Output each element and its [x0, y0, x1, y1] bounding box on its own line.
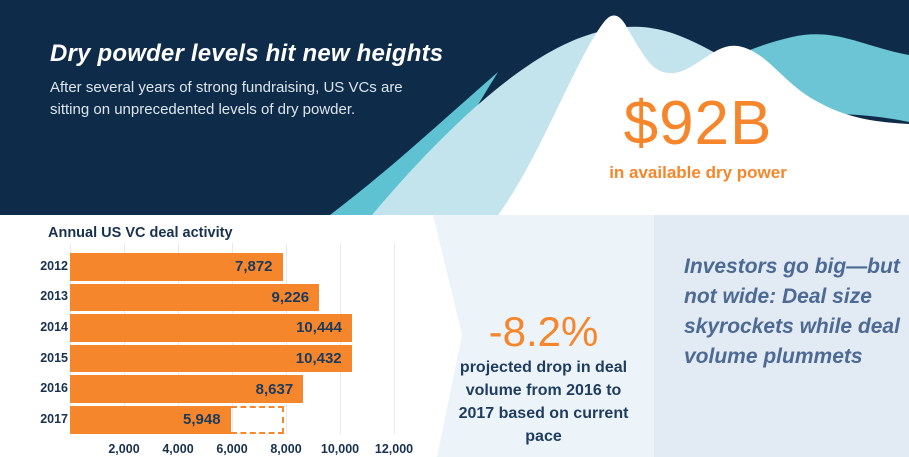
x-tick-label-6,000: 6,000 — [216, 442, 248, 456]
bar-value-2015: 10,432 — [295, 350, 342, 368]
projected-drop-caption: projected drop in deal volume from 2016 … — [458, 359, 629, 445]
x-tick-label-10,000: 10,000 — [320, 442, 360, 456]
dry-powder-stat-value: $92B — [623, 89, 773, 158]
bar-2017: 5,948 — [70, 406, 231, 434]
bar-value-2016: 8,637 — [255, 380, 294, 398]
projected-drop-value: -8.2% — [488, 308, 599, 355]
year-label-2014: 2014 — [40, 319, 68, 334]
hero-title: Dry powder levels hit new heights — [50, 40, 444, 67]
bar-2012: 7,872 — [70, 253, 283, 281]
bar-2014: 10,444 — [70, 314, 352, 342]
dry-powder-stat-caption: in available dry power — [609, 163, 787, 182]
bar-value-2012: 7,872 — [234, 258, 273, 276]
x-tick-label-4,000: 4,000 — [162, 442, 194, 456]
bar-2015: 10,432 — [70, 344, 352, 373]
bar-value-2013: 9,226 — [271, 288, 310, 306]
bar-2013: 9,226 — [70, 283, 320, 312]
year-label-2013: 2013 — [40, 289, 68, 304]
x-tick-label-8,000: 8,000 — [270, 442, 302, 456]
bar-value-2014: 10,444 — [296, 319, 342, 337]
x-tick-label-2,000: 2,000 — [108, 442, 140, 456]
year-label-2012: 2012 — [40, 258, 68, 273]
chart-title: Annual US VC deal activity — [48, 225, 233, 241]
year-label-2016: 2016 — [40, 381, 68, 396]
callout-text: Investors go big—but not wide: Deal size… — [684, 255, 900, 368]
bar-chart-plot: 2012 7,872 2013 9,226 2014 10,444 2015 10,432 20… — [40, 243, 413, 456]
year-label-2015: 2015 — [40, 350, 68, 365]
bar-2016: 8,637 — [70, 375, 304, 403]
x-tick-label-12,000: 12,000 — [374, 442, 414, 456]
callout-panel — [654, 215, 909, 457]
projected-drop-panel — [433, 215, 654, 457]
hero-section: Dry powder levels hit new heights After … — [0, 0, 909, 215]
year-label-2017: 2017 — [40, 411, 68, 426]
hero-subtitle: After several years of strong fundraisin… — [50, 79, 403, 118]
projection-dashed-box-2017 — [230, 406, 285, 434]
bar-value-2017: 5,948 — [183, 411, 221, 429]
gridline — [394, 243, 395, 434]
mountain-wave-graphic — [0, 0, 909, 215]
